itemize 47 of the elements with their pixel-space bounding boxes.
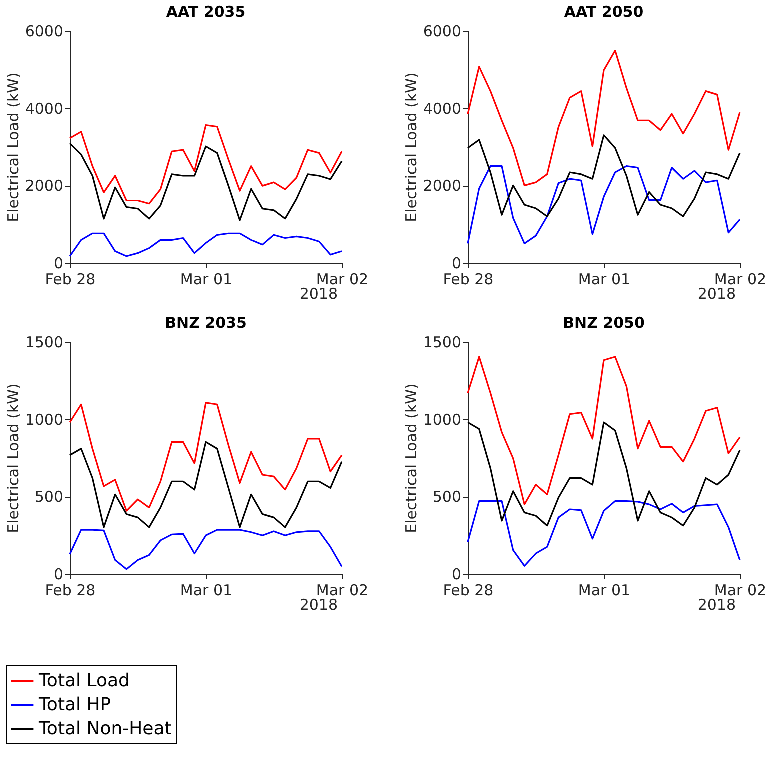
line-series [467,356,741,506]
chart-title: AAT 2050 [564,3,644,21]
x-tick-label: Mar 01 [180,270,233,288]
y-axis-title: Electrical Load (kW) [402,384,420,534]
line-series [467,166,741,244]
chart-title: BNZ 2050 [563,314,645,332]
y-axis-title: Electrical Load (kW) [4,384,22,534]
line-series [69,124,343,205]
line-series [69,232,343,258]
y-tick-label: 1000 [423,410,462,429]
y-tick-label: 1500 [423,334,462,352]
y-tick-label: 0 [452,254,462,272]
x-tick-label: Mar 01 [180,582,233,600]
y-tick-label: 0 [54,566,64,584]
legend-label: Total HP [38,694,112,716]
line-series [467,134,741,218]
line-series [69,402,343,512]
y-tick-label: 2000 [25,177,64,196]
y-tick-label: 0 [54,254,64,272]
x-tick-label: Feb 28 [45,582,96,600]
y-tick-label: 6000 [25,22,64,40]
x-tick-label: Mar 01 [578,582,631,600]
x-tick-label: Feb 28 [443,582,494,600]
x-tick-label: Feb 28 [443,270,494,288]
line-series [69,441,343,528]
y-tick-label: 4000 [25,100,64,118]
y-tick-label: 4000 [423,100,462,118]
y-tick-label: 0 [452,566,462,584]
y-tick-label: 1000 [25,410,64,429]
line-series [467,422,741,527]
y-axis-title: Electrical Load (kW) [4,72,22,222]
x-tick-label: Feb 28 [45,270,96,288]
y-axis-title: Electrical Load (kW) [402,72,420,222]
legend-label: Total Non-Heat [38,718,172,740]
y-tick-label: 500 [432,488,462,506]
chart-title: AAT 2035 [166,3,246,21]
y-tick-label: 2000 [423,177,462,196]
line-series [467,50,741,186]
legend-label: Total Load [38,670,130,692]
chart-title: BNZ 2035 [165,314,247,332]
line-series [69,142,343,222]
y-tick-label: 6000 [423,22,462,40]
y-tick-label: 1500 [25,334,64,352]
line-series [467,500,741,567]
line-series [69,529,343,570]
y-tick-label: 500 [34,488,64,506]
x-tick-label: Mar 01 [578,270,631,288]
